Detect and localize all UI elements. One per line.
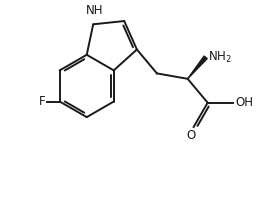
- Text: F: F: [39, 95, 45, 108]
- Text: NH: NH: [86, 4, 103, 17]
- Text: O: O: [186, 129, 195, 142]
- Polygon shape: [188, 56, 207, 79]
- Text: OH: OH: [235, 96, 253, 109]
- Text: NH$_2$: NH$_2$: [208, 50, 232, 65]
